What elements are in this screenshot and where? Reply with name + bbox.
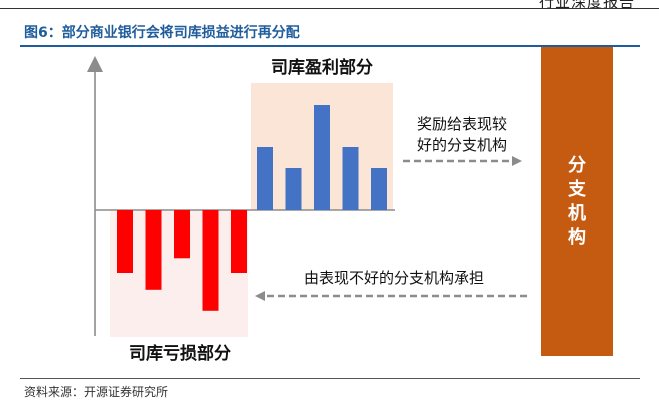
loss-bar (231, 210, 247, 273)
branch-box (541, 47, 613, 356)
profit-bars (257, 105, 387, 210)
loss-bar (145, 210, 162, 290)
branch-label-char: 构 (568, 226, 586, 248)
profit-bar (314, 105, 330, 210)
branch-label: 分 支 机 构 (567, 155, 587, 248)
figure-title: 图6：部分商业银行会将司库损益进行再分配 (24, 25, 300, 41)
profit-bar (285, 168, 302, 210)
loss-section-label: 司库亏损部分 (129, 343, 231, 364)
loss-bar (117, 210, 133, 273)
loss-bar (202, 210, 219, 311)
header-rule (0, 8, 659, 9)
arrow-to-branch (403, 156, 522, 166)
branch-label-char: 分 (568, 155, 586, 176)
source-rule (20, 378, 640, 379)
figure-source: 资料来源：开源证券研究所 (24, 385, 169, 399)
arrow-top-label-line1: 奖励给表现较 (417, 115, 507, 133)
loss-bars (117, 210, 247, 311)
report-type-label: 行业深度报告 (538, 0, 635, 11)
branch-label-char: 机 (568, 203, 586, 224)
profit-bar (342, 147, 359, 210)
title-rule (20, 45, 640, 47)
branch-label-char: 支 (567, 178, 587, 200)
profit-bar (257, 147, 273, 210)
profit-section-label: 司库盈利部分 (271, 57, 373, 78)
arrow-to-loss (255, 291, 527, 301)
profit-bar (371, 168, 387, 210)
arrow-top-label-line2: 好的分支机构 (417, 136, 507, 154)
arrow-bottom-label: 由表现不好的分支机构承担 (304, 269, 484, 287)
loss-bar (174, 210, 190, 259)
